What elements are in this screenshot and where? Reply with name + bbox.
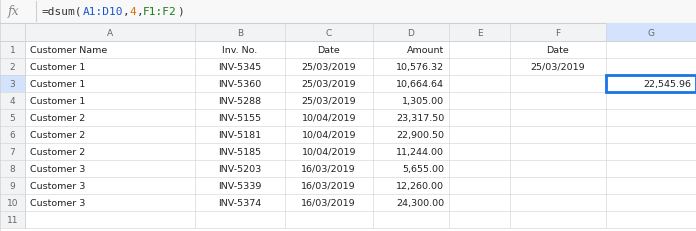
Bar [0, 0, 696, 24]
Text: 16/03/2019: 16/03/2019 [301, 181, 356, 190]
Text: 8: 8 [10, 164, 15, 173]
Text: 25/03/2019: 25/03/2019 [301, 80, 356, 89]
Text: 7: 7 [10, 147, 15, 156]
Text: Customer 3: Customer 3 [30, 181, 86, 190]
Text: Customer 3: Customer 3 [30, 164, 86, 173]
Text: INV-5203: INV-5203 [219, 164, 262, 173]
Bar [606, 24, 696, 42]
Text: fx: fx [8, 6, 19, 18]
Bar [0, 24, 25, 228]
Text: ,: , [136, 7, 143, 17]
Text: 10/04/2019: 10/04/2019 [301, 113, 356, 122]
Bar [0, 76, 25, 93]
Text: INV-5345: INV-5345 [219, 63, 262, 72]
Text: ,: , [123, 7, 129, 17]
Text: F1:F2: F1:F2 [143, 7, 177, 17]
Text: INV-5185: INV-5185 [219, 147, 262, 156]
Text: 5: 5 [10, 113, 15, 122]
Text: Customer 2: Customer 2 [30, 131, 85, 139]
Text: G: G [647, 28, 654, 37]
Text: 25/03/2019: 25/03/2019 [301, 63, 356, 72]
Text: Customer 3: Customer 3 [30, 198, 86, 207]
Text: INV-5339: INV-5339 [219, 181, 262, 190]
Text: Customer 1: Customer 1 [30, 63, 85, 72]
Text: 24,300.00: 24,300.00 [396, 198, 444, 207]
Text: INV-5288: INV-5288 [219, 97, 262, 106]
Bar [606, 76, 696, 93]
Text: Amount: Amount [407, 46, 444, 55]
Text: D: D [407, 28, 414, 37]
Text: 16/03/2019: 16/03/2019 [301, 198, 356, 207]
Text: ): ) [177, 7, 184, 17]
Text: 10/04/2019: 10/04/2019 [301, 131, 356, 139]
Text: =dsum(: =dsum( [42, 7, 83, 17]
Text: A: A [107, 28, 113, 37]
Text: 12,260.00: 12,260.00 [396, 181, 444, 190]
Text: Date: Date [317, 46, 340, 55]
Text: 4: 4 [129, 7, 136, 17]
Text: 11,244.00: 11,244.00 [396, 147, 444, 156]
Text: 10,576.32: 10,576.32 [396, 63, 444, 72]
Text: B: B [237, 28, 243, 37]
Text: INV-5360: INV-5360 [219, 80, 262, 89]
Text: 9: 9 [10, 181, 15, 190]
Text: 3: 3 [10, 80, 15, 89]
Text: E: E [477, 28, 482, 37]
Text: INV-5155: INV-5155 [219, 113, 262, 122]
Text: 5,655.00: 5,655.00 [402, 164, 444, 173]
Text: 10: 10 [7, 198, 18, 207]
Text: 16/03/2019: 16/03/2019 [301, 164, 356, 173]
Text: 22,900.50: 22,900.50 [396, 131, 444, 139]
Text: INV-5374: INV-5374 [219, 198, 262, 207]
Text: INV-5181: INV-5181 [219, 131, 262, 139]
Text: 2: 2 [10, 63, 15, 72]
Text: Customer Name: Customer Name [30, 46, 107, 55]
Text: F: F [555, 28, 560, 37]
Text: 1: 1 [10, 46, 15, 55]
Text: 10/04/2019: 10/04/2019 [301, 147, 356, 156]
Text: 25/03/2019: 25/03/2019 [530, 63, 585, 72]
Text: 11: 11 [7, 215, 18, 224]
Text: 22,545.96: 22,545.96 [643, 80, 691, 89]
Text: A1:D10: A1:D10 [83, 7, 123, 17]
Text: Inv. No.: Inv. No. [222, 46, 258, 55]
Text: Customer 1: Customer 1 [30, 97, 85, 106]
Text: 4: 4 [10, 97, 15, 106]
Text: C: C [326, 28, 332, 37]
Text: Customer 2: Customer 2 [30, 147, 85, 156]
Text: 23,317.50: 23,317.50 [396, 113, 444, 122]
Text: 25/03/2019: 25/03/2019 [301, 97, 356, 106]
Text: Date: Date [546, 46, 569, 55]
Text: 6: 6 [10, 131, 15, 139]
Bar [0, 24, 696, 42]
Text: 10,664.64: 10,664.64 [396, 80, 444, 89]
Bar [606, 76, 696, 93]
Text: Customer 1: Customer 1 [30, 80, 85, 89]
Text: 1,305.00: 1,305.00 [402, 97, 444, 106]
Text: Customer 2: Customer 2 [30, 113, 85, 122]
